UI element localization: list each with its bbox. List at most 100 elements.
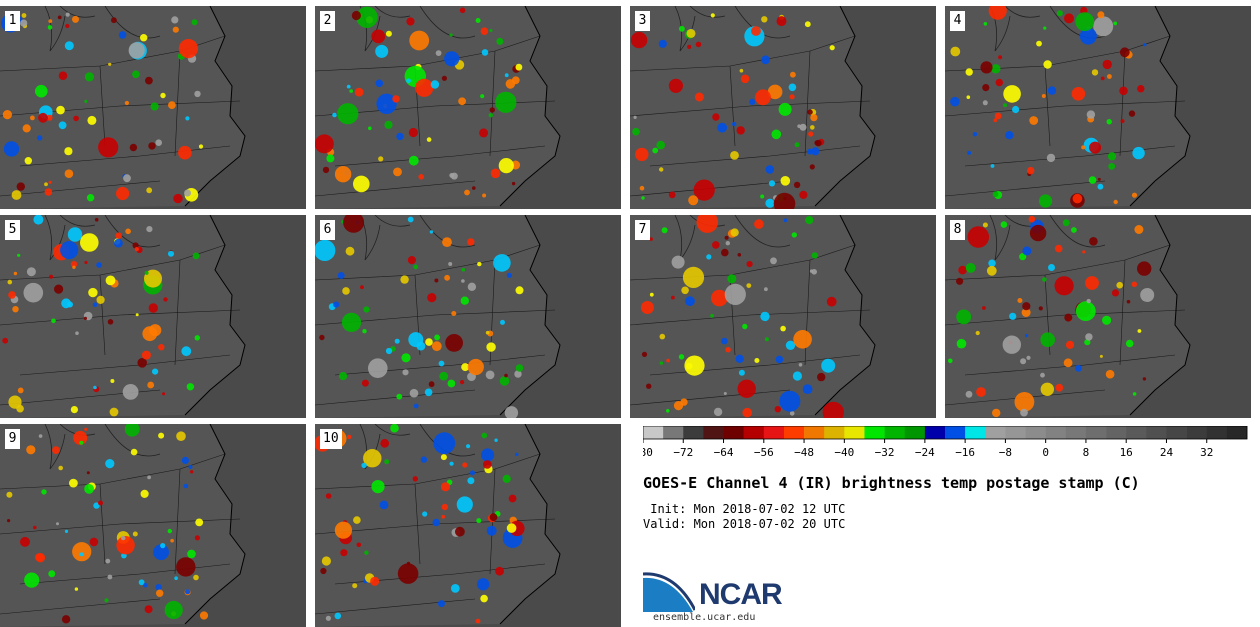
storm-cell [1012, 105, 1020, 114]
storm-cell [721, 337, 728, 345]
storm-cell [659, 167, 664, 172]
storm-cell [712, 241, 720, 249]
storm-cell [152, 368, 159, 375]
colorbar-outline [643, 426, 1248, 440]
colorbar-swatch [743, 426, 765, 439]
coastline [1129, 6, 1191, 207]
colorbar-tick-label: −16 [955, 446, 975, 459]
colorbar-swatch [864, 426, 885, 439]
state-borders [630, 35, 871, 197]
storm-cell [33, 525, 37, 530]
storm-cell [130, 448, 138, 456]
storm-cell [147, 381, 155, 389]
website-url: ensemble.ucar.edu [653, 612, 756, 623]
storm-cell [725, 347, 731, 353]
colorbar-tick-label: −24 [915, 446, 935, 459]
storm-cell [371, 480, 385, 494]
storm-cell [988, 259, 996, 267]
storm-cell [822, 401, 844, 418]
storm-cell [1137, 329, 1142, 333]
storm-cell [57, 15, 62, 20]
storm-cell [490, 168, 501, 179]
storm-cell [73, 115, 79, 122]
storm-cell [146, 226, 153, 233]
storm-cell [340, 549, 348, 557]
storm-cell [155, 584, 162, 591]
storm-cell [1055, 383, 1064, 392]
storm-cell [178, 145, 192, 160]
storm-cell [736, 126, 745, 135]
storm-cell [489, 513, 498, 522]
storm-cell [58, 121, 67, 130]
colorbar-swatch [1186, 426, 1208, 439]
storm-cell [441, 514, 446, 519]
storm-cell [181, 456, 189, 464]
storm-cell [808, 131, 814, 137]
storm-cell [992, 191, 999, 198]
storm-cell [467, 282, 477, 291]
storm-cell [717, 122, 728, 133]
storm-cell [116, 536, 135, 555]
storm-cell [441, 75, 447, 81]
storm-cell [515, 364, 524, 372]
storm-cell [140, 34, 148, 42]
storm-cell [826, 296, 837, 307]
storm-cell [1142, 377, 1147, 381]
storm-cell [334, 612, 342, 620]
storm-cell [83, 316, 87, 320]
coastline [499, 6, 561, 207]
storm-cell [144, 269, 162, 288]
storm-cell [459, 7, 466, 14]
storm-cell [721, 248, 729, 257]
storm-cell [380, 438, 390, 448]
storm-cell [109, 407, 119, 417]
storm-cell [723, 392, 727, 395]
storm-cell [668, 78, 683, 93]
storm-cell [713, 407, 723, 417]
storm-cell [511, 181, 516, 186]
storm-cell [712, 113, 720, 121]
storm-cell [93, 385, 97, 390]
colorbar-swatch [783, 426, 805, 439]
storm-cell [144, 270, 149, 275]
storm-cell [186, 383, 195, 391]
storm-cell [171, 16, 179, 24]
storm-cell [467, 477, 475, 485]
storm-cell [1120, 119, 1125, 124]
storm-cell [178, 39, 198, 59]
storm-cell [108, 62, 112, 66]
storm-cell [1105, 369, 1115, 379]
storm-cell [632, 127, 640, 136]
storm-cell [147, 475, 152, 480]
storm-cell [1113, 199, 1118, 205]
storm-cell [132, 531, 138, 537]
storm-cell [486, 342, 496, 352]
storm-cell [1085, 333, 1093, 341]
storm-cell [394, 338, 400, 344]
state-borders [0, 453, 241, 615]
storm-cell [7, 279, 13, 285]
coastline [499, 424, 561, 625]
storm-cell [685, 296, 695, 307]
colorbar-swatch [703, 426, 724, 439]
storm-cell [967, 226, 990, 248]
storm-cell [1075, 301, 1096, 321]
storm-cell [51, 318, 56, 324]
storm-cell [87, 115, 97, 125]
storm-cell [504, 406, 519, 418]
storm-cell [431, 341, 442, 352]
storm-cell [1026, 355, 1031, 360]
colorbar-swatch [924, 426, 946, 439]
storm-cell [724, 235, 729, 240]
storm-cell [315, 239, 336, 261]
storm-cell [1064, 13, 1074, 24]
storm-cell [652, 147, 659, 154]
storm-cell [445, 334, 463, 352]
storm-cell [1041, 94, 1046, 98]
forecast-panel-1: 1 [0, 6, 306, 209]
storm-cell [363, 306, 370, 313]
storm-cell [13, 271, 18, 276]
panel-label: 4 [950, 11, 965, 31]
storm-cell [8, 291, 16, 299]
storm-cell [1102, 315, 1112, 325]
